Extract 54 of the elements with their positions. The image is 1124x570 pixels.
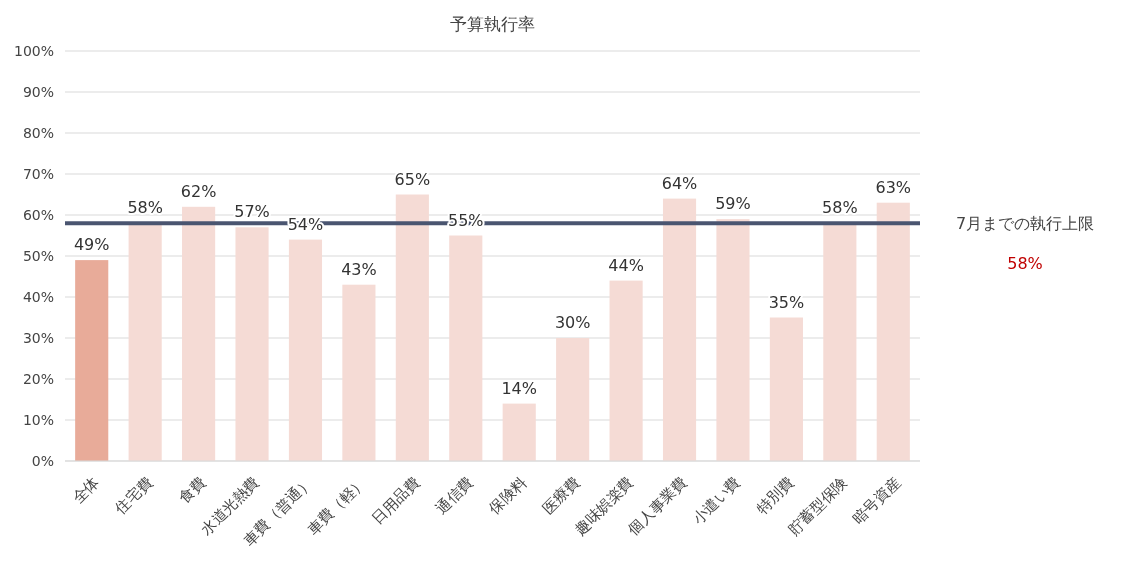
bar bbox=[449, 235, 483, 461]
x-tick-label: 暗号資産 bbox=[848, 473, 905, 529]
bar bbox=[75, 260, 109, 461]
y-tick-label: 10% bbox=[22, 412, 54, 428]
bar bbox=[502, 403, 536, 461]
x-tick-label: 日用品費 bbox=[368, 473, 424, 529]
data-label: 57% bbox=[234, 202, 270, 222]
chart-title: 予算執行率 bbox=[450, 14, 535, 34]
bar bbox=[876, 202, 910, 461]
data-label: 58% bbox=[127, 198, 163, 218]
x-tick-label: 住宅費 bbox=[110, 473, 156, 519]
y-tick-label: 40% bbox=[22, 289, 54, 305]
x-tick-label: 保険料 bbox=[485, 473, 531, 518]
x-tick-label: 全体 bbox=[68, 473, 103, 508]
bar bbox=[769, 317, 803, 461]
data-label: 64% bbox=[661, 173, 698, 193]
data-label: 65% bbox=[394, 169, 431, 189]
x-tick-label: 小遣い費 bbox=[688, 473, 744, 529]
data-label: 58% bbox=[822, 198, 858, 218]
y-tick-label: 80% bbox=[22, 125, 54, 141]
bar bbox=[662, 198, 697, 461]
x-tick-label: 通信費 bbox=[432, 473, 477, 518]
data-label: 59% bbox=[715, 194, 751, 214]
text: 58% bbox=[1007, 254, 1043, 274]
bar bbox=[235, 227, 269, 461]
ref-line-label: 7月までの執行上限 bbox=[955, 214, 1095, 234]
data-label: 44% bbox=[608, 255, 644, 275]
bar bbox=[823, 223, 857, 461]
data-label: 49% bbox=[73, 235, 110, 255]
bar bbox=[128, 223, 162, 461]
data-label: 43% bbox=[341, 259, 377, 279]
y-tick-label: 50% bbox=[22, 248, 54, 264]
bar bbox=[609, 280, 643, 461]
y-tick-label: 70% bbox=[22, 166, 54, 182]
data-label: 63% bbox=[875, 177, 912, 197]
data-label: 30% bbox=[554, 313, 591, 332]
y-tick-label: 20% bbox=[22, 371, 54, 387]
y-tick-label: 0% bbox=[31, 453, 54, 469]
bar bbox=[288, 239, 323, 461]
x-tick-label: 医療費 bbox=[538, 473, 584, 518]
y-tick-label: 30% bbox=[22, 330, 54, 346]
bar bbox=[182, 206, 216, 461]
bar bbox=[395, 194, 429, 461]
data-label: 35% bbox=[768, 292, 805, 312]
bar bbox=[342, 284, 376, 461]
bar bbox=[716, 219, 750, 461]
y-tick-label: 100% bbox=[13, 43, 54, 59]
y-tick-label: 60% bbox=[22, 207, 54, 223]
data-label: 62% bbox=[180, 181, 217, 201]
data-label: 14% bbox=[501, 378, 537, 398]
bar bbox=[556, 338, 590, 461]
x-tick-label: 特別費 bbox=[752, 473, 798, 518]
x-tick-label: 食費 bbox=[175, 473, 210, 508]
y-tick-label: 90% bbox=[22, 84, 54, 100]
